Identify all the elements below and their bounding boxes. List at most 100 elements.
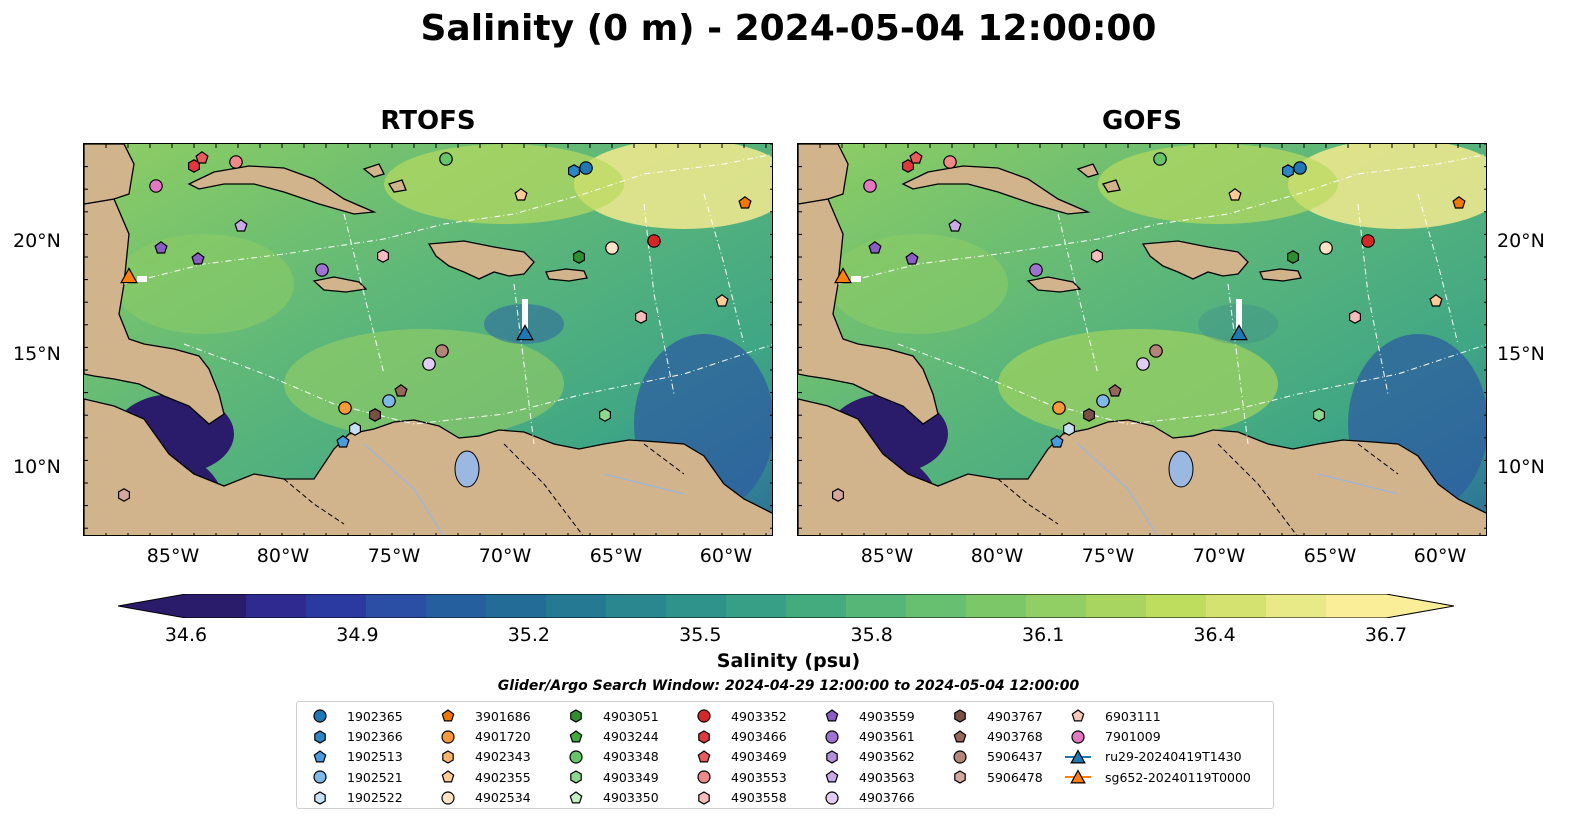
- colorbar-extend-max: [1386, 594, 1454, 618]
- mid-salinity-patch: [284, 329, 564, 439]
- land-mass: [84, 144, 135, 205]
- legend-item: 4903766: [819, 788, 915, 808]
- legend-item: 4902355: [435, 767, 531, 787]
- land-mass: [798, 144, 849, 205]
- argo-float-marker: [336, 435, 350, 448]
- argo-float-marker: [1228, 188, 1242, 201]
- legend-item-label: 7901009: [1105, 729, 1161, 745]
- legend-marker-icon: [313, 750, 327, 763]
- legend-marker-icon: [314, 729, 326, 744]
- legend-marker-icon: [825, 709, 839, 722]
- argo-float-marker: [191, 252, 205, 265]
- legend-pentagon-marker: [825, 770, 839, 783]
- high-salinity-patch: [574, 144, 772, 229]
- argo-float-marker: [598, 408, 612, 422]
- legend-item: 4903469: [691, 747, 787, 767]
- eez-boundary: [837, 153, 1486, 445]
- legend-marker-icon: [441, 729, 455, 744]
- legend-hexagon-marker: [570, 770, 582, 785]
- argo-float-marker: [315, 263, 329, 277]
- argo-float-marker: [943, 155, 957, 169]
- search-window-text: Glider/Argo Search Window: 2024-04-29 12…: [497, 678, 1080, 694]
- legend-item-label: 4903553: [731, 769, 787, 785]
- legend-hexagon-marker: [698, 791, 710, 805]
- argo-float-marker: [394, 384, 408, 397]
- argo-float-marker: [647, 234, 661, 248]
- legend-marker-icon: [313, 709, 327, 723]
- land-mass: [84, 198, 225, 425]
- legend-triangle-marker: [1070, 769, 1086, 784]
- legend-item: 4903350: [563, 788, 659, 808]
- legend-marker-icon: [1065, 769, 1091, 784]
- argo-float-marker: [1293, 161, 1307, 175]
- panel-title-gofs: GOFS: [1102, 106, 1182, 136]
- legend-item-label: 4903051: [603, 708, 659, 724]
- argo-float-marker: [1136, 357, 1150, 371]
- lon-label-75w-gofs: 75°W: [1081, 545, 1135, 567]
- legend-item-label: 4903559: [859, 708, 915, 724]
- argo-float-marker: [422, 357, 436, 371]
- legend-marker-icon: [825, 729, 839, 744]
- colorbar-segment: [1266, 594, 1327, 618]
- legend-marker-icon: [1065, 749, 1091, 764]
- legend-triangle-marker: [1070, 749, 1086, 764]
- argo-float-marker: [1063, 422, 1075, 436]
- legend-item-label: 1902365: [347, 708, 403, 724]
- legend-item: 4903768: [947, 726, 1043, 746]
- argo-float-marker: [1452, 196, 1466, 209]
- lon-label-60w-gofs: 60°W: [1413, 545, 1467, 567]
- argo-float-marker: [117, 488, 131, 502]
- argo-float-marker: [1319, 241, 1333, 255]
- border-line: [283, 443, 685, 535]
- legend-item-label: 1902521: [347, 769, 403, 785]
- colorbar-segment: [786, 594, 847, 618]
- legend-column: 6903111 7901009 ru29-20240419T1430 sg652-20…: [1065, 706, 1251, 788]
- legend-hexagon-marker: [954, 770, 966, 785]
- legend-column: 4903767 4903768 5906437 5906478: [947, 706, 1043, 788]
- colorbar-segment: [726, 594, 787, 618]
- land-mass: [1102, 179, 1121, 193]
- argo-float-marker: [229, 155, 243, 169]
- legend-circle-marker: [697, 709, 711, 723]
- lat-label-10n-left: 10°N: [13, 456, 61, 478]
- lake: [454, 450, 480, 488]
- argo-float-marker: [909, 151, 923, 164]
- lat-label-20n-left: 20°N: [13, 230, 61, 252]
- mid-salinity-patch: [998, 329, 1278, 439]
- legend-item: 4903558: [691, 788, 787, 808]
- legend-item: 4903466: [691, 726, 787, 746]
- colorbar-segment: [1026, 594, 1087, 618]
- land-mass: [362, 163, 385, 178]
- mid-salinity-patch: [114, 234, 294, 334]
- legend-item-label: 4903767: [987, 708, 1043, 724]
- land-mass: [901, 165, 1091, 215]
- legend-marker-icon: [313, 770, 327, 784]
- eez-boundary: [123, 153, 772, 445]
- lat-label-15n-left: 15°N: [13, 343, 61, 365]
- legend-column: 4903051 4903244 4903348 4903349 4903350: [563, 706, 659, 808]
- argo-float-marker: [863, 179, 877, 193]
- legend-marker-icon: [314, 791, 326, 805]
- legend-item: 6903111: [1065, 706, 1251, 726]
- argo-float-marker: [831, 488, 845, 502]
- river-line: [363, 443, 685, 535]
- colorbar-tick-label: 34.9: [336, 624, 379, 646]
- colorbar-extend-min: [118, 594, 186, 618]
- colorbar-tick-label: 35.5: [679, 624, 722, 646]
- border-line: [997, 443, 1399, 535]
- legend-item: 5906437: [947, 747, 1043, 767]
- legend-marker-icon: [569, 750, 583, 764]
- argo-float-marker: [349, 422, 361, 436]
- legend-item: 1902521: [307, 767, 403, 787]
- river-line: [1077, 443, 1399, 535]
- argo-float-marker: [1029, 263, 1043, 277]
- argo-float-marker: [1312, 408, 1326, 422]
- gofs-map: [797, 143, 1487, 536]
- legend-circle-marker: [1071, 729, 1085, 744]
- legend-pentagon-marker: [441, 770, 455, 783]
- legend-item-label: 4903349: [603, 769, 659, 785]
- glider-ru29-marker: [516, 324, 534, 341]
- legend-item: 4903767: [947, 706, 1043, 726]
- legend-marker-icon: [441, 770, 455, 783]
- legend-item-label: 4903563: [859, 769, 915, 785]
